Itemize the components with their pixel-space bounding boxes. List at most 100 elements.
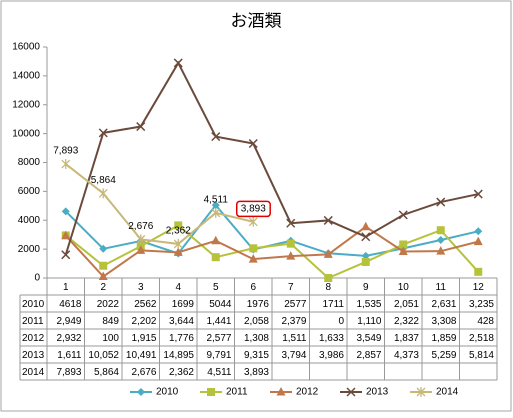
legend-label: 2010 xyxy=(156,387,179,398)
table-cell: 1976 xyxy=(247,299,270,310)
marker xyxy=(436,226,445,235)
x-tick-label: 11 xyxy=(436,282,447,293)
table-cell: 1,859 xyxy=(431,333,456,344)
y-tick-label: 4000 xyxy=(18,215,41,226)
marker xyxy=(61,207,70,216)
marker xyxy=(98,271,108,281)
table-cell: 3,893 xyxy=(244,367,269,378)
x-tick-label: 6 xyxy=(250,282,256,293)
y-tick-label: 8000 xyxy=(18,157,41,168)
table-cell: 428 xyxy=(477,316,494,327)
row-header: 2012 xyxy=(22,333,45,344)
series-line xyxy=(65,163,254,245)
data-label: 5,864 xyxy=(91,175,116,186)
table-cell: 4,373 xyxy=(394,350,419,361)
marker xyxy=(286,251,296,260)
table-cell: 2022 xyxy=(97,299,120,310)
table-cell: 2,676 xyxy=(131,367,156,378)
table-cell: 2,857 xyxy=(356,350,381,361)
table-cell: 0 xyxy=(338,316,344,327)
marker xyxy=(361,257,370,266)
marker xyxy=(61,230,71,240)
table-cell: 2,518 xyxy=(469,333,494,344)
marker xyxy=(211,235,221,245)
marker xyxy=(416,387,426,397)
legend-label: 2012 xyxy=(296,387,319,398)
table-cell: 2577 xyxy=(284,299,307,310)
marker xyxy=(211,207,221,218)
table-cell: 1,837 xyxy=(394,333,419,344)
marker xyxy=(323,249,333,258)
marker xyxy=(211,132,221,142)
marker xyxy=(399,240,408,249)
y-tick-label: 10000 xyxy=(12,128,40,139)
marker xyxy=(136,234,146,245)
table-cell: 10,491 xyxy=(126,350,157,361)
x-tick-label: 12 xyxy=(473,282,485,293)
table-cell: 1,308 xyxy=(244,333,269,344)
marker xyxy=(174,221,183,230)
y-tick-label: 12000 xyxy=(12,99,40,110)
marker xyxy=(436,197,446,207)
row-header: 2011 xyxy=(22,316,44,327)
marker xyxy=(173,238,183,249)
marker xyxy=(361,251,370,260)
data-label: 4,511 xyxy=(204,195,229,206)
table-cell: 3,235 xyxy=(469,299,494,310)
table-cell: 1,441 xyxy=(206,316,231,327)
row-header: 2014 xyxy=(22,367,45,378)
marker xyxy=(473,236,483,246)
x-tick-label: 10 xyxy=(398,282,410,293)
table-cell: 4618 xyxy=(59,299,82,310)
row-header: 2010 xyxy=(22,299,45,310)
marker xyxy=(324,274,333,282)
marker xyxy=(173,58,183,68)
table-cell: 14,895 xyxy=(163,350,194,361)
y-tick-label: 2000 xyxy=(18,244,41,255)
table-cell: 7,893 xyxy=(56,367,81,378)
marker xyxy=(136,122,146,132)
table-cell: 1,611 xyxy=(57,350,82,361)
marker xyxy=(346,387,356,397)
table-cell: 3,308 xyxy=(431,316,456,327)
table-cell: 1,915 xyxy=(131,333,156,344)
table-cell: 5,259 xyxy=(431,350,456,361)
marker xyxy=(323,215,333,225)
table-cell: 100 xyxy=(102,333,119,344)
table-cell: 2,932 xyxy=(56,333,81,344)
marker xyxy=(248,216,258,227)
marker xyxy=(98,188,108,199)
table-cell: 2,379 xyxy=(281,316,306,327)
table-cell: 2,051 xyxy=(394,299,419,310)
table-cell: 5,814 xyxy=(469,350,494,361)
table-cell: 1,511 xyxy=(282,333,307,344)
legend-label: 2014 xyxy=(436,387,459,398)
data-label: 2,676 xyxy=(128,221,153,232)
table-cell: 3,794 xyxy=(281,350,306,361)
marker xyxy=(398,246,408,255)
x-tick-label: 1 xyxy=(63,282,69,293)
marker xyxy=(207,388,215,396)
series-line xyxy=(65,225,479,278)
marker xyxy=(361,232,371,242)
marker xyxy=(398,210,408,220)
table-cell: 9,791 xyxy=(206,350,231,361)
marker xyxy=(248,138,258,149)
marker xyxy=(473,189,483,199)
table-cell: 2,058 xyxy=(244,316,269,327)
table-cell: 849 xyxy=(102,316,119,327)
table-cell: 2,631 xyxy=(431,299,456,310)
marker xyxy=(136,245,146,254)
table-cell: 4,511 xyxy=(207,367,232,378)
marker xyxy=(61,159,71,170)
y-tick-label: 16000 xyxy=(12,42,40,53)
table-cell: 5,864 xyxy=(94,367,119,378)
x-tick-label: 8 xyxy=(325,282,331,293)
y-tick-label: 0 xyxy=(34,273,40,284)
y-tick-label: 14000 xyxy=(12,71,40,82)
table-cell: 3,986 xyxy=(319,350,344,361)
y-tick-label: 6000 xyxy=(18,186,41,197)
marker xyxy=(98,128,108,138)
marker xyxy=(436,246,446,255)
marker xyxy=(286,239,295,248)
